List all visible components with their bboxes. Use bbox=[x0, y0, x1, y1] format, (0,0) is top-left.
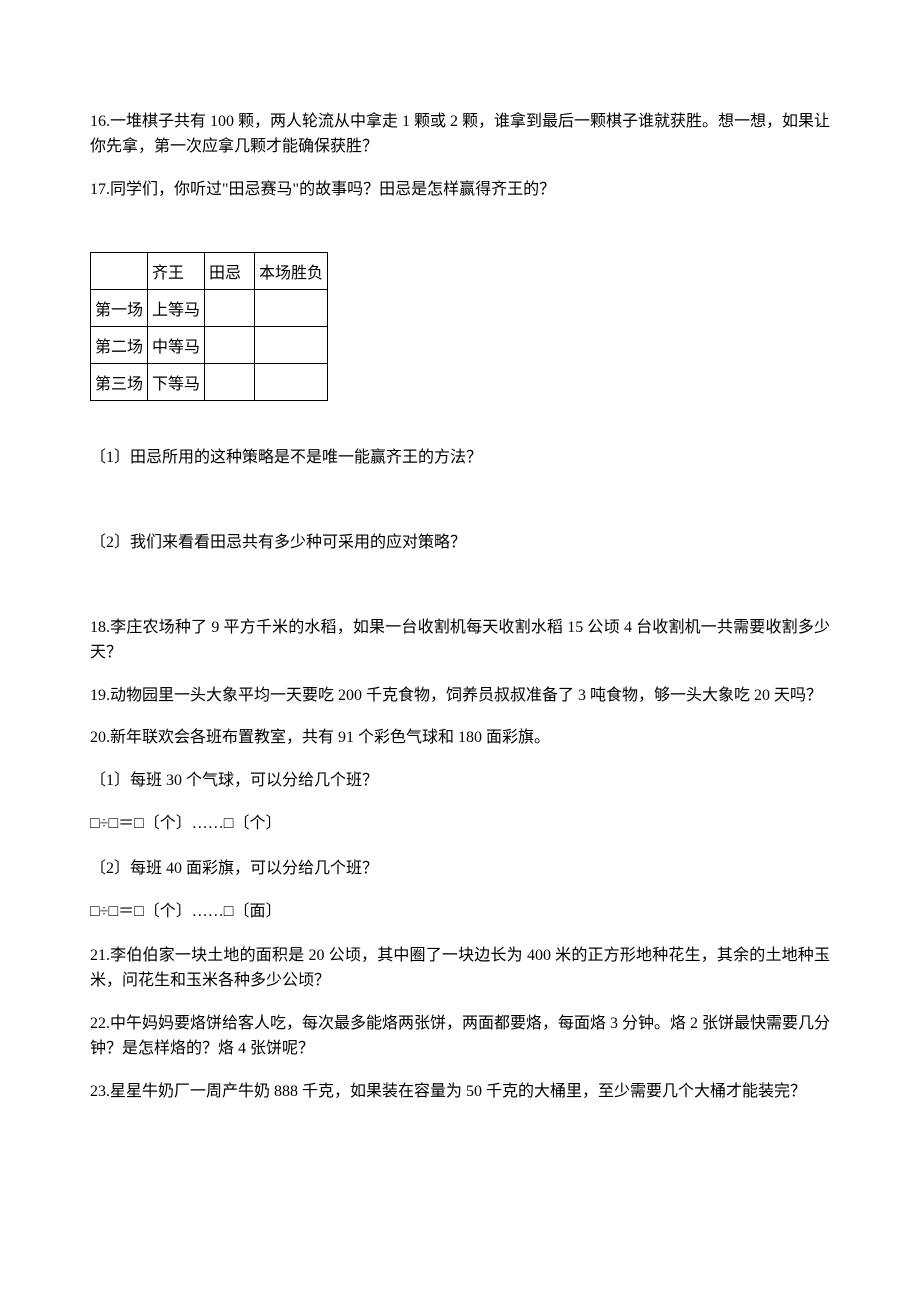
cell-result bbox=[255, 290, 328, 327]
header-qiwang: 齐王 bbox=[148, 253, 205, 290]
cell-round: 第三场 bbox=[91, 364, 148, 401]
header-tianji: 田忌 bbox=[205, 253, 255, 290]
table-row: 第三场 下等马 bbox=[91, 364, 328, 401]
question-23: 23.星星牛奶厂一周产牛奶 888 千克，如果装在容量为 50 千克的大桶里，至… bbox=[90, 1080, 830, 1105]
cell-round: 第二场 bbox=[91, 327, 148, 364]
cell-round: 第一场 bbox=[91, 290, 148, 327]
question-20-sub1: 〔1〕每班 30 个气球，可以分给几个班？ bbox=[90, 769, 830, 794]
cell-qiwang: 中等马 bbox=[148, 327, 205, 364]
header-result: 本场胜负 bbox=[255, 253, 328, 290]
question-17-sub1: 〔1〕田忌所用的这种策略是不是唯一能赢齐王的方法？ bbox=[90, 446, 830, 471]
table-row: 第二场 中等马 bbox=[91, 327, 328, 364]
table-header-row: 齐王 田忌 本场胜负 bbox=[91, 253, 328, 290]
cell-tianji bbox=[205, 364, 255, 401]
question-22: 22.中午妈妈要烙饼给客人吃，每次最多能烙两张饼，两面都要烙，每面烙 3 分钟。… bbox=[90, 1012, 830, 1062]
formula-1: □÷□＝□〔个〕……□〔个〕 bbox=[90, 812, 830, 837]
tianji-table: 齐王 田忌 本场胜负 第一场 上等马 第二场 中等马 第三场 下等马 bbox=[90, 252, 328, 401]
question-20-sub2: 〔2〕每班 40 面彩旗，可以分给几个班？ bbox=[90, 857, 830, 882]
question-21: 21.李伯伯家一块土地的面积是 20 公顷，其中圈了一块边长为 400 米的正方… bbox=[90, 944, 830, 994]
cell-result bbox=[255, 327, 328, 364]
question-20: 20.新年联欢会各班布置教室，共有 91 个彩色气球和 180 面彩旗。 bbox=[90, 726, 830, 751]
question-19: 19.动物园里一头大象平均一天要吃 200 千克食物，饲养员叔叔准备了 3 吨食… bbox=[90, 684, 830, 709]
header-empty bbox=[91, 253, 148, 290]
question-16: 16.一堆棋子共有 100 颗，两人轮流从中拿走 1 颗或 2 颗，谁拿到最后一… bbox=[90, 110, 830, 160]
question-17-sub2: 〔2〕我们来看看田忌共有多少种可采用的应对策略？ bbox=[90, 531, 830, 556]
cell-qiwang: 上等马 bbox=[148, 290, 205, 327]
question-17: 17.同学们，你听过"田忌赛马"的故事吗？田忌是怎样赢得齐王的？ bbox=[90, 178, 830, 203]
cell-qiwang: 下等马 bbox=[148, 364, 205, 401]
question-18: 18.李庄农场种了 9 平方千米的水稻，如果一台收割机每天收割水稻 15 公顷 … bbox=[90, 616, 830, 666]
cell-tianji bbox=[205, 327, 255, 364]
cell-tianji bbox=[205, 290, 255, 327]
formula-2: □÷□＝□〔个〕……□〔面〕 bbox=[90, 900, 830, 925]
table-row: 第一场 上等马 bbox=[91, 290, 328, 327]
cell-result bbox=[255, 364, 328, 401]
